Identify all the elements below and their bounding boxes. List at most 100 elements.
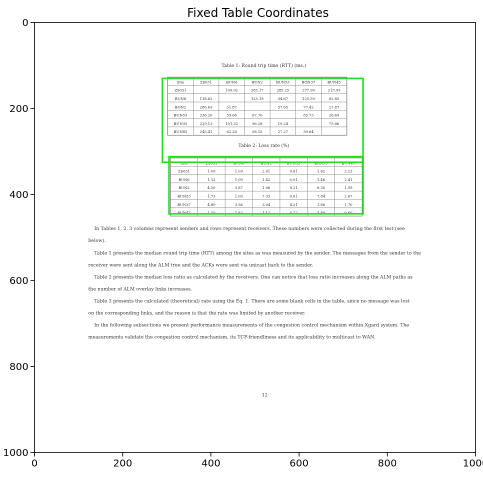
- table2-cell: 1.42: [262, 178, 270, 182]
- table2-cell: 1.13: [207, 178, 216, 182]
- figure-title: Fixed Table Coordinates: [187, 6, 329, 20]
- table2-cell: 1.70: [344, 203, 353, 207]
- table1-cell: 285.25: [277, 89, 290, 93]
- table1-cell: 285.17: [251, 89, 264, 93]
- table1-cell: 236.20: [200, 114, 213, 118]
- table1-cell: 229.13: [200, 122, 213, 126]
- table1-cell: 57.65: [278, 105, 289, 109]
- table1-cell: 39.64: [303, 130, 314, 134]
- table2-cell: 1.09: [235, 178, 244, 182]
- paragraph-line: Table 1 presents the median round trip t…: [94, 249, 421, 256]
- table2-cell: 0.60: [344, 211, 353, 215]
- table1-header-cell: ZS031: [200, 80, 212, 84]
- y-tick-label: 1000: [3, 448, 28, 459]
- table1-cell: 277.99: [302, 89, 315, 93]
- table2-cell: 2.67: [344, 194, 353, 198]
- table1-cell: 27.87: [329, 105, 340, 109]
- x-tick-label: 0: [31, 459, 37, 470]
- table1-caption: Table 1: Round trip time (RTT) (ms.): [221, 62, 306, 69]
- table1-cell: 67.70: [252, 114, 263, 118]
- paragraph-line: In Tables 1, 2, 3 columns represent send…: [94, 225, 405, 232]
- table1-cell: 75.86: [329, 122, 340, 126]
- table2-cell: 1.09: [207, 170, 216, 174]
- paragraph: Table 1 presents the median round trip t…: [88, 249, 421, 268]
- table1-cell: 19.24: [278, 122, 289, 126]
- table2-cell: 1.09: [235, 194, 244, 198]
- table1-cell: BON2: [175, 105, 186, 109]
- paragraph: In Tables 1, 2, 3 columns represent send…: [88, 225, 405, 244]
- table2-cell: 4.50: [207, 186, 216, 190]
- x-tick-label: 400: [201, 459, 220, 470]
- table1-cell: 82.85: [329, 97, 340, 101]
- table2-cell: 0.01: [290, 178, 298, 182]
- table2-header-cell: BUN6: [233, 161, 245, 165]
- document-page: Table 1: Round trip time (RTT) (ms.) Site…: [88, 62, 421, 399]
- paragraph-line: below).: [88, 237, 106, 244]
- table1-header-cell: BUN53: [276, 80, 290, 84]
- table2-cell: 7.33: [262, 194, 271, 198]
- table2-cell: 3.04: [262, 203, 271, 207]
- x-tick-label: 200: [113, 459, 132, 470]
- paragraph: Table 2 presents the median loss ratio a…: [88, 274, 413, 292]
- table2-header-cell: ZS031: [206, 161, 218, 165]
- table2-cell: 1.73: [207, 194, 216, 198]
- table2-cell: 1.10: [207, 211, 216, 215]
- table2-cell: 0.12: [290, 211, 298, 215]
- table2-cell: 3.87: [235, 186, 244, 190]
- table-2-highlight-box: [168, 155, 364, 215]
- table1-cell: 109.92: [225, 89, 238, 93]
- highlight-boxes: [161, 77, 364, 215]
- table1-cell: BUN35: [174, 122, 188, 126]
- table2-header-cell: BON35: [314, 161, 328, 165]
- table2: Site ZS031 BUN6 BUN2 BUN53 BON35 BUN47 ZS031 1.0…: [170, 157, 363, 217]
- table2-cell: 7.84: [317, 194, 326, 198]
- table2-cell: 4.89: [207, 203, 216, 207]
- table1-header-cell: Site: [177, 80, 184, 84]
- paragraph-line: receiver were sent along the ALM tree an…: [88, 262, 313, 268]
- x-axis: 0 200 400 600 800 1000: [31, 452, 483, 470]
- table2-cell: BUN2: [178, 186, 189, 190]
- table1-cell: 96.28: [252, 122, 263, 126]
- paragraph-line: on the corresponding links, and the reas…: [88, 310, 306, 316]
- table1-cell: 51.87: [227, 105, 238, 109]
- page-number: 12: [262, 393, 268, 399]
- y-tick-label: 600: [9, 276, 28, 287]
- table1-header-cell: BUN6: [226, 80, 238, 84]
- table1-cell: 34.67: [278, 97, 289, 101]
- table1-cell: 213.99: [328, 89, 341, 93]
- table2-cell: 1.09: [235, 170, 244, 174]
- table1-cell: 62.28: [227, 130, 238, 134]
- table1-header-cell: BON37: [302, 80, 316, 84]
- table2-cell: 1.46: [317, 178, 326, 182]
- y-tick-label: 0: [22, 18, 28, 29]
- table2-cell: 1.06: [262, 186, 271, 190]
- table2-cell: 2.23: [344, 170, 353, 174]
- table1-cell: 58.15: [252, 130, 263, 134]
- table2-cell: 2.91: [262, 170, 270, 174]
- table2-cell: 1.12: [262, 211, 270, 215]
- table2-cell: ZS031: [178, 170, 190, 174]
- table2-cell: 0.61: [290, 170, 298, 174]
- table1-cell: 118.62: [200, 97, 213, 101]
- paragraph-line: the number of ALM overlay links increase…: [88, 286, 192, 292]
- table1-cell: 59.66: [227, 114, 238, 118]
- table1-cell: 125.19: [251, 97, 264, 101]
- table1-cell: 245.41: [200, 130, 213, 134]
- table2-cell: 1.82: [235, 211, 243, 215]
- table1-cell: 27.27: [278, 130, 289, 134]
- table1-cell: BUN53: [174, 114, 188, 118]
- paragraph-line: measurements validate the congestion con…: [88, 335, 376, 341]
- paragraph-line: In the following subsections we present …: [94, 323, 409, 329]
- table2-cell: BUN6: [178, 178, 190, 182]
- paragraph-line: Table 2 presents the median loss ratio a…: [94, 274, 413, 280]
- paragraph: In the following subsections we present …: [88, 323, 409, 341]
- table1-header-cell: BUN45: [327, 80, 341, 84]
- table2-cell: BUN53: [177, 194, 191, 198]
- table2-cell: 1.62: [317, 170, 325, 174]
- table1-frame: [167, 76, 348, 136]
- table2-cell: 0.61: [290, 194, 298, 198]
- table1-cell: BUN6: [175, 97, 187, 101]
- table2-cell: BUN47: [177, 211, 191, 215]
- table1-cell: BUN45: [174, 130, 188, 134]
